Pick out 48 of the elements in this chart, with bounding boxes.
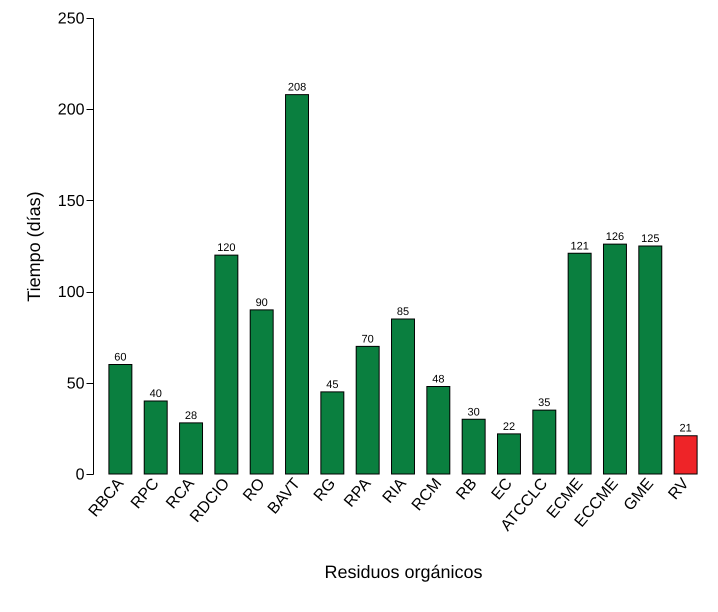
data-label: 126 [606,231,624,244]
bar [108,364,132,474]
bar [426,386,450,474]
x-tick-label: RB [453,475,481,504]
y-tick-label: 100 [58,284,85,302]
x-tick-label: RIA [380,475,410,507]
data-label: 60 [114,352,127,364]
y-tick-label: 200 [58,102,85,119]
y-tick-label: 250 [58,10,85,28]
data-label: 22 [502,420,516,433]
bar [638,246,662,474]
data-label: 90 [256,296,268,309]
data-label: 125 [641,233,660,245]
data-label: 85 [396,306,410,318]
bar [250,309,274,474]
data-label: 21 [679,422,692,435]
bar [674,435,698,474]
data-label: 208 [288,82,306,94]
data-label: 121 [570,240,589,252]
x-tick-label: RV [665,475,693,504]
data-label: 28 [184,410,198,422]
bar [497,433,521,474]
x-axis-title: Residuos orgánicos [324,562,483,582]
bar [285,94,309,474]
bar [144,400,168,474]
bar [356,346,380,474]
data-label: 70 [362,333,374,346]
bar [320,391,344,474]
bar [462,418,486,474]
data-label: 40 [150,388,162,400]
x-tick-label: RPA [341,475,375,511]
y-tick-label: 150 [58,192,85,210]
x-tick-label: RG [310,475,340,505]
bar [179,422,204,474]
data-label: 45 [326,378,338,391]
x-tick-label: RO [240,475,269,505]
bar [214,254,238,474]
data-label: 48 [432,373,444,386]
y-tick-label: 0 [76,466,85,484]
bar [391,318,415,474]
bar [568,252,592,474]
data-label: 35 [538,397,550,410]
y-axis-title: Tiempo (días) [24,191,44,302]
y-tick-label: 50 [66,375,85,392]
bar [602,244,627,474]
bar [532,410,556,474]
data-label: 30 [468,406,480,418]
data-label: 120 [217,242,236,254]
